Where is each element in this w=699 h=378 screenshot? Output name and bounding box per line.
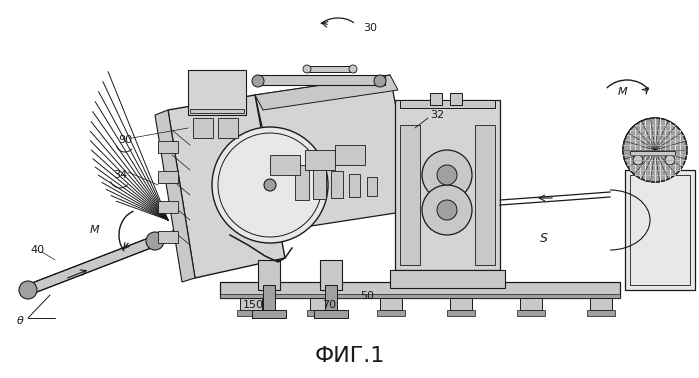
Circle shape <box>665 155 675 165</box>
Circle shape <box>146 232 164 250</box>
Bar <box>475 125 495 265</box>
Text: M: M <box>618 87 628 97</box>
Bar <box>325 285 337 310</box>
Text: S: S <box>540 231 548 245</box>
Polygon shape <box>155 110 195 282</box>
Bar <box>255 75 385 85</box>
Bar <box>237 310 265 316</box>
Text: 70: 70 <box>322 300 336 310</box>
Bar <box>263 285 275 310</box>
Bar <box>295 165 309 200</box>
Bar <box>220 294 620 298</box>
Bar <box>158 141 178 153</box>
Bar <box>320 260 342 290</box>
Bar <box>630 151 675 155</box>
Circle shape <box>252 75 264 87</box>
Bar <box>380 298 402 310</box>
Bar <box>240 298 262 310</box>
Text: 40: 40 <box>30 245 44 255</box>
Bar <box>625 170 695 290</box>
Bar <box>587 310 615 316</box>
Polygon shape <box>255 75 398 110</box>
Bar <box>310 298 332 310</box>
Bar <box>307 310 335 316</box>
Text: ФИГ.1: ФИГ.1 <box>315 346 384 366</box>
Bar <box>450 298 472 310</box>
Bar <box>349 174 360 197</box>
Circle shape <box>19 281 37 299</box>
Bar <box>158 201 178 213</box>
Bar <box>305 150 335 170</box>
Bar <box>447 310 475 316</box>
Circle shape <box>303 65 311 73</box>
Bar <box>335 145 365 165</box>
Bar <box>188 70 246 115</box>
Text: M: M <box>90 225 100 235</box>
Bar <box>305 66 355 72</box>
Circle shape <box>437 165 457 185</box>
Bar <box>590 298 612 310</box>
Bar <box>270 155 300 175</box>
Text: 30: 30 <box>363 23 377 33</box>
Bar <box>190 109 244 113</box>
Bar <box>400 125 420 265</box>
Polygon shape <box>25 234 157 296</box>
Bar <box>630 175 690 285</box>
Circle shape <box>437 200 457 220</box>
Bar <box>331 171 343 198</box>
Circle shape <box>422 185 472 235</box>
Text: $\theta$: $\theta$ <box>16 314 24 326</box>
Polygon shape <box>255 75 415 230</box>
Circle shape <box>349 65 357 73</box>
Bar <box>390 270 505 288</box>
Text: 150: 150 <box>243 300 264 310</box>
Circle shape <box>623 118 687 182</box>
Text: 34: 34 <box>113 170 127 180</box>
Bar <box>377 310 405 316</box>
Bar <box>450 93 462 105</box>
Bar <box>520 298 542 310</box>
Bar <box>158 231 178 243</box>
Circle shape <box>264 179 276 191</box>
Text: 32: 32 <box>430 110 444 120</box>
Bar <box>314 310 348 318</box>
Polygon shape <box>168 95 285 278</box>
Bar <box>252 310 286 318</box>
Circle shape <box>633 155 643 165</box>
Bar <box>313 168 326 199</box>
Circle shape <box>374 75 386 87</box>
Bar <box>158 171 178 183</box>
Bar <box>258 260 280 290</box>
Bar <box>517 310 545 316</box>
Bar <box>220 282 620 298</box>
Bar <box>193 118 213 138</box>
Circle shape <box>623 118 687 182</box>
Bar <box>430 93 442 105</box>
Bar <box>367 177 377 196</box>
Bar <box>218 118 238 138</box>
Bar <box>400 100 495 108</box>
Bar <box>395 100 500 270</box>
Text: 50: 50 <box>360 291 374 301</box>
Circle shape <box>212 127 328 243</box>
Text: 90: 90 <box>118 135 132 145</box>
Circle shape <box>422 150 472 200</box>
